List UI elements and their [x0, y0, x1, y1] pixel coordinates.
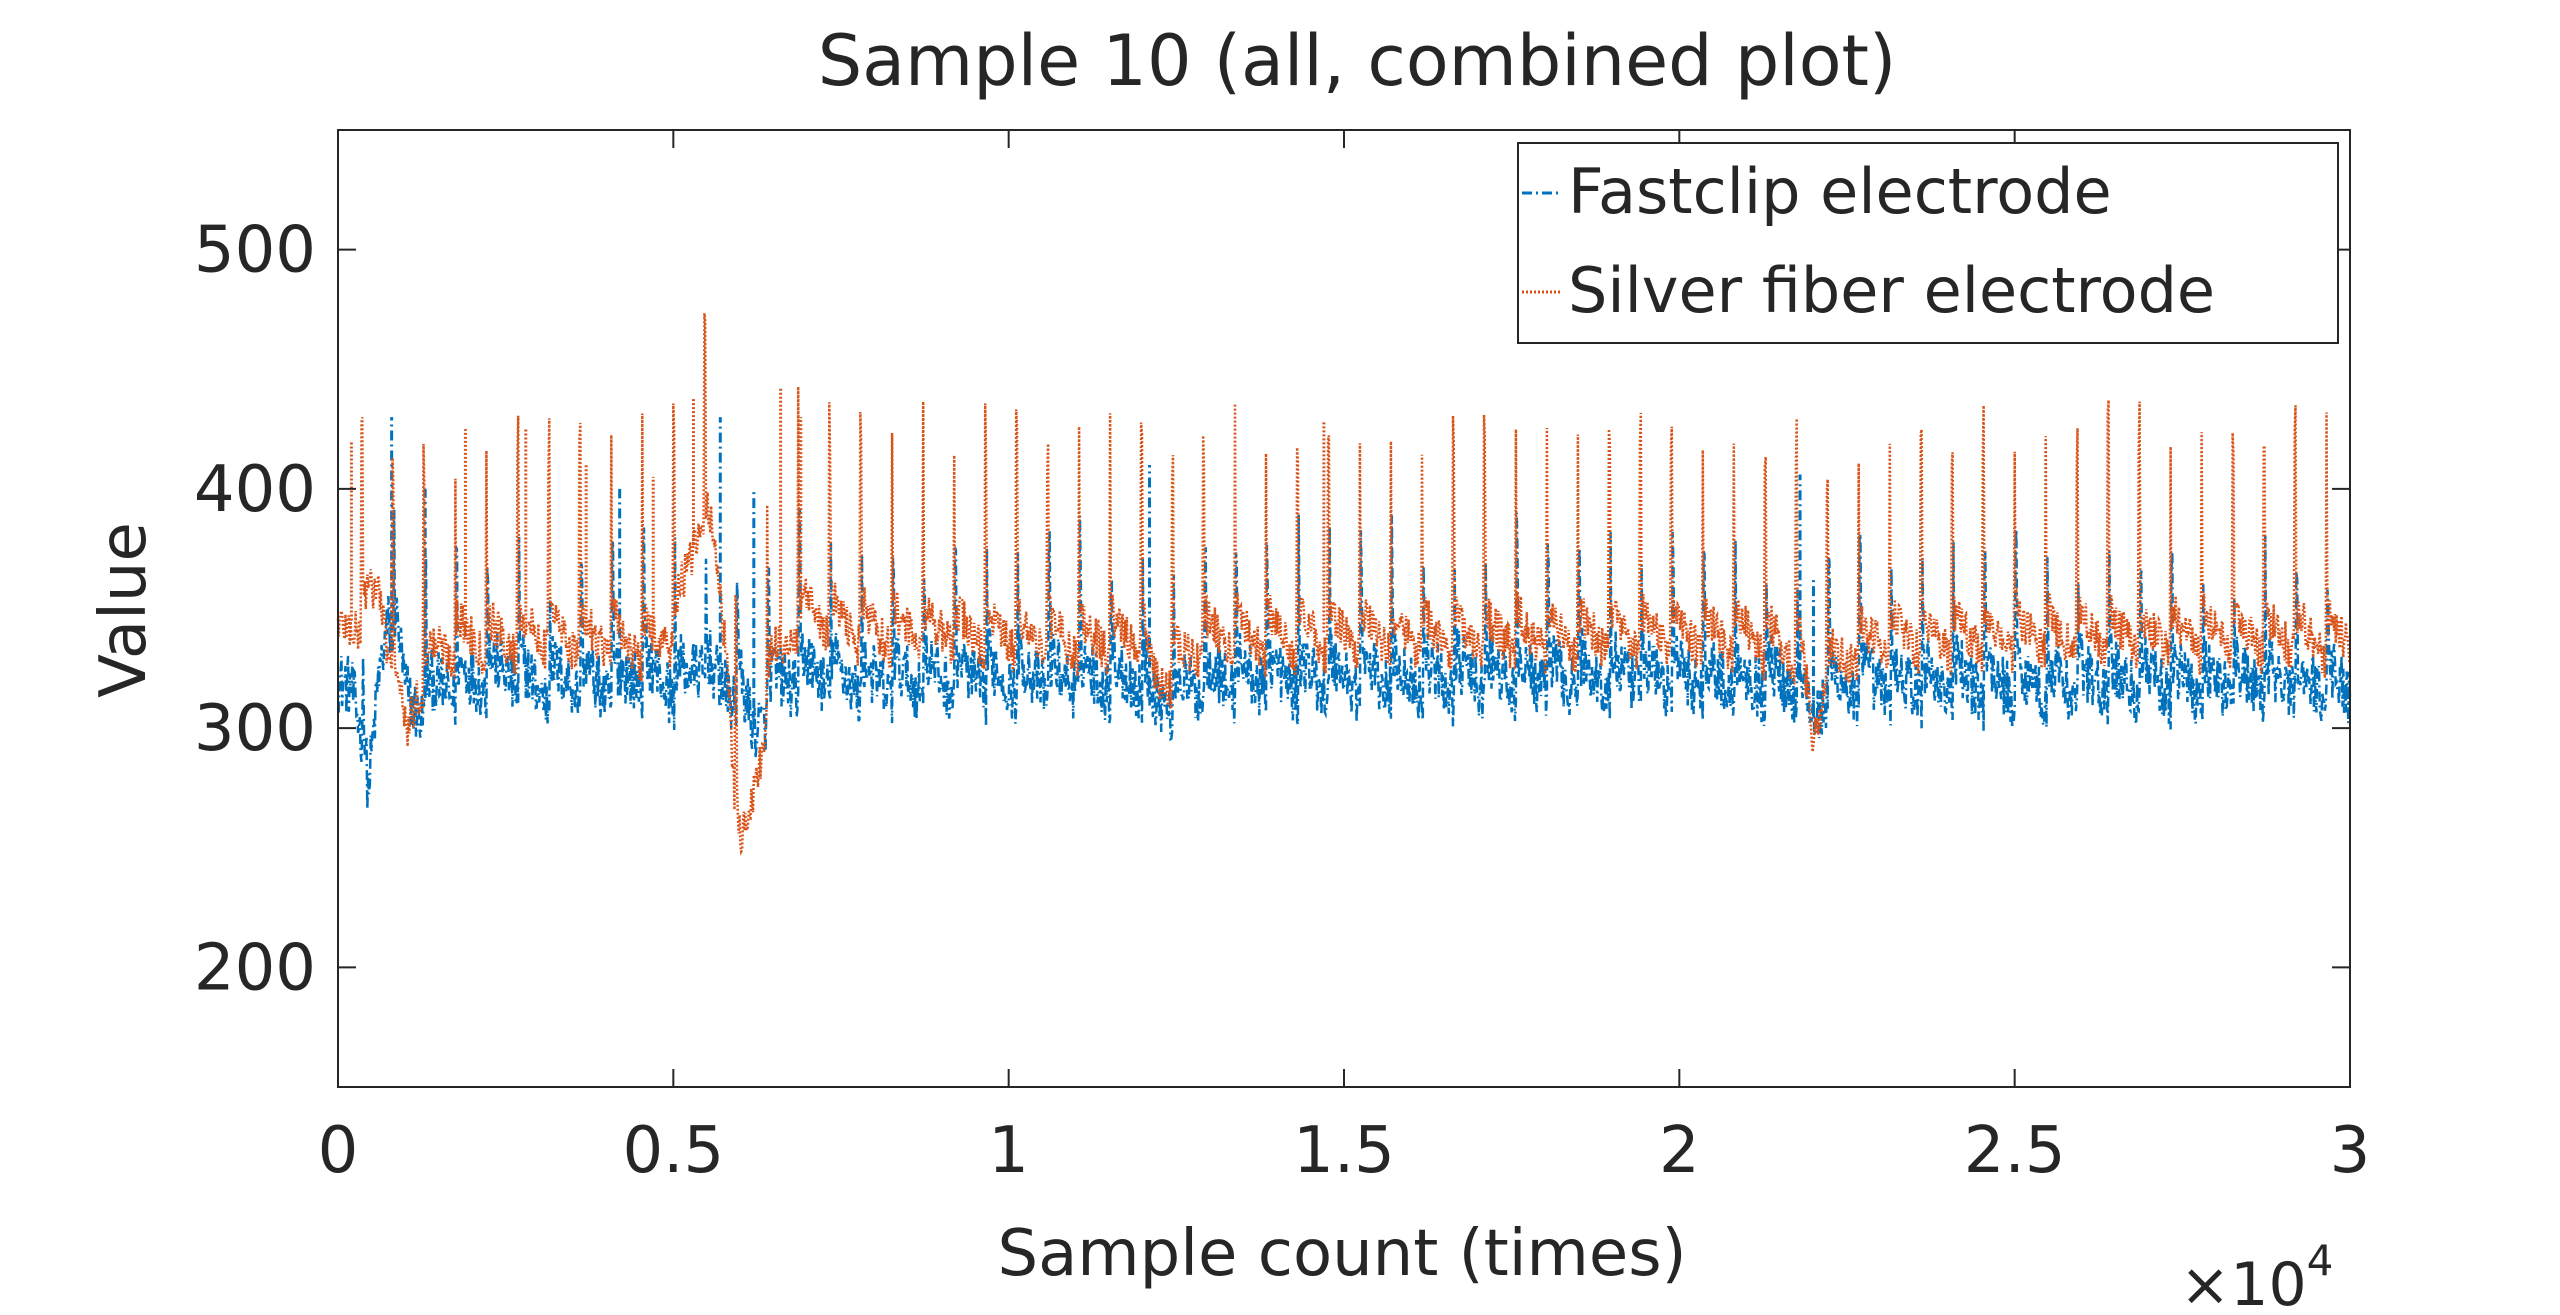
x-tick-label: 1.5: [1293, 1114, 1395, 1188]
series-line-0: [337, 509, 2352, 809]
x-tick-label: 3: [2330, 1114, 2371, 1188]
legend-label-silver-fiber: Silver fiber electrode: [1568, 254, 2215, 327]
y-tick-label: 400: [194, 453, 316, 527]
x-exponent-power: 4: [2307, 1236, 2334, 1285]
chart-title: Sample 10 (all, combined plot): [818, 20, 1897, 102]
legend-box: [1517, 142, 2339, 344]
y-tick-label: 500: [194, 214, 316, 288]
x-axis-label: Sample count (times): [997, 1217, 1686, 1291]
series-line-1: [336, 313, 2352, 856]
x-exponent-label: ×104: [2180, 1236, 2333, 1315]
y-tick-label: 300: [194, 692, 316, 766]
legend: Fastclip electrode Silver fiber electrod…: [1517, 142, 2339, 344]
x-exponent-base: ×10: [2180, 1250, 2307, 1315]
x-tick-label: 2.5: [1964, 1114, 2066, 1188]
y-tick-label: 200: [194, 931, 316, 1005]
y-axis-label: Value: [87, 522, 161, 698]
x-tick-label: 0.5: [622, 1114, 724, 1188]
legend-label-fastclip: Fastclip electrode: [1568, 155, 2112, 228]
y-axis: 200 300 400 500: [194, 214, 2350, 1005]
x-axis: 0 0.5 1 1.5 2 2.5 3: [318, 130, 2371, 1188]
x-tick-label: 2: [1659, 1114, 1700, 1188]
x-tick-label: 1: [988, 1114, 1029, 1188]
x-tick-label: 0: [318, 1114, 359, 1188]
series-layer: [336, 313, 2352, 856]
